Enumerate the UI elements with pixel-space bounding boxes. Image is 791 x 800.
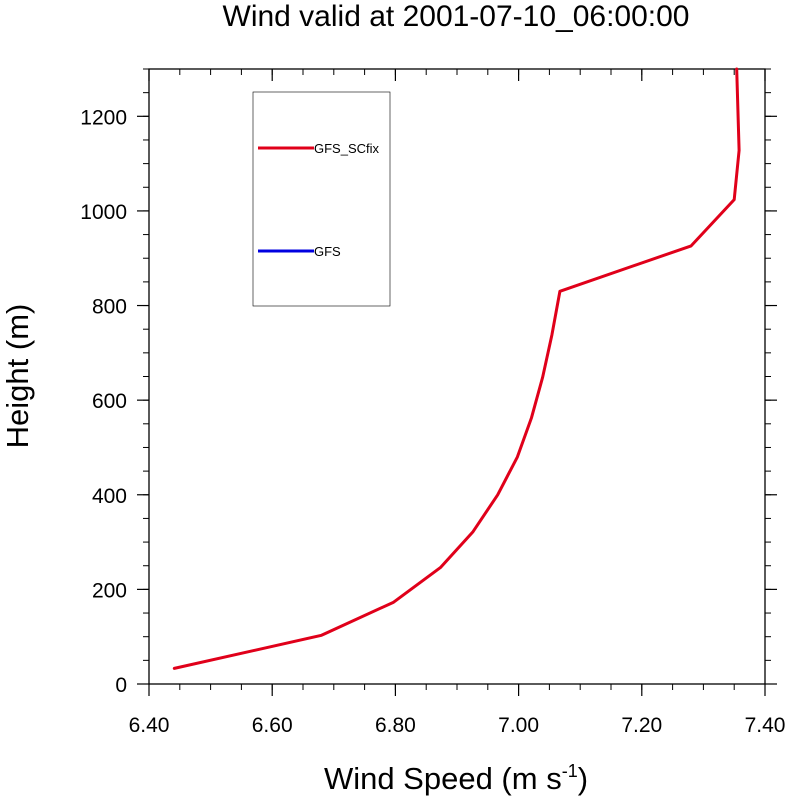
- x-axis-ticks: [148, 69, 766, 696]
- y-axis-ticks: [137, 68, 777, 685]
- y-tick-label: 600: [92, 390, 127, 413]
- legend-label-gfs-scfix: GFS_SCfix: [314, 141, 380, 156]
- y-tick-label: 400: [92, 485, 127, 508]
- x-tick-label: 7.00: [498, 714, 539, 737]
- x-tick-label: 7.20: [621, 714, 662, 737]
- x-tick-label: 6.80: [375, 714, 416, 737]
- legend-label-gfs: GFS: [314, 244, 341, 259]
- y-tick-label: 1200: [80, 106, 127, 129]
- x-axis-label: Wind Speed (m s-1): [324, 761, 588, 796]
- y-tick-label: 800: [92, 296, 127, 319]
- y-axis-label: Height (m): [0, 304, 35, 449]
- y-axis-tick-labels: 0 200 400 600 800 1000 1200: [80, 106, 127, 697]
- x-tick-label: 6.60: [252, 714, 293, 737]
- y-tick-label: 200: [92, 579, 127, 602]
- x-tick-label: 7.40: [745, 714, 786, 737]
- legend: GFS_SCfix GFS: [252, 91, 391, 307]
- x-axis-tick-labels: 6.40 6.60 6.80 7.00 7.20 7.40: [129, 714, 786, 737]
- x-axis-label-suffix: ): [578, 761, 588, 796]
- plot-frame: [148, 68, 766, 685]
- y-tick-label: 1000: [80, 201, 127, 224]
- x-axis-label-text: Wind Speed (m s: [324, 761, 562, 796]
- y-tick-label: 0: [115, 674, 127, 697]
- chart-title: Wind valid at 2001-07-10_06:00:00: [223, 0, 690, 33]
- series-line-gfs-scfix: [172, 67, 741, 670]
- x-axis-label-superscript: -1: [562, 761, 578, 781]
- series-layer: [172, 67, 741, 670]
- legend-box: [252, 91, 391, 307]
- x-tick-label: 6.40: [129, 714, 170, 737]
